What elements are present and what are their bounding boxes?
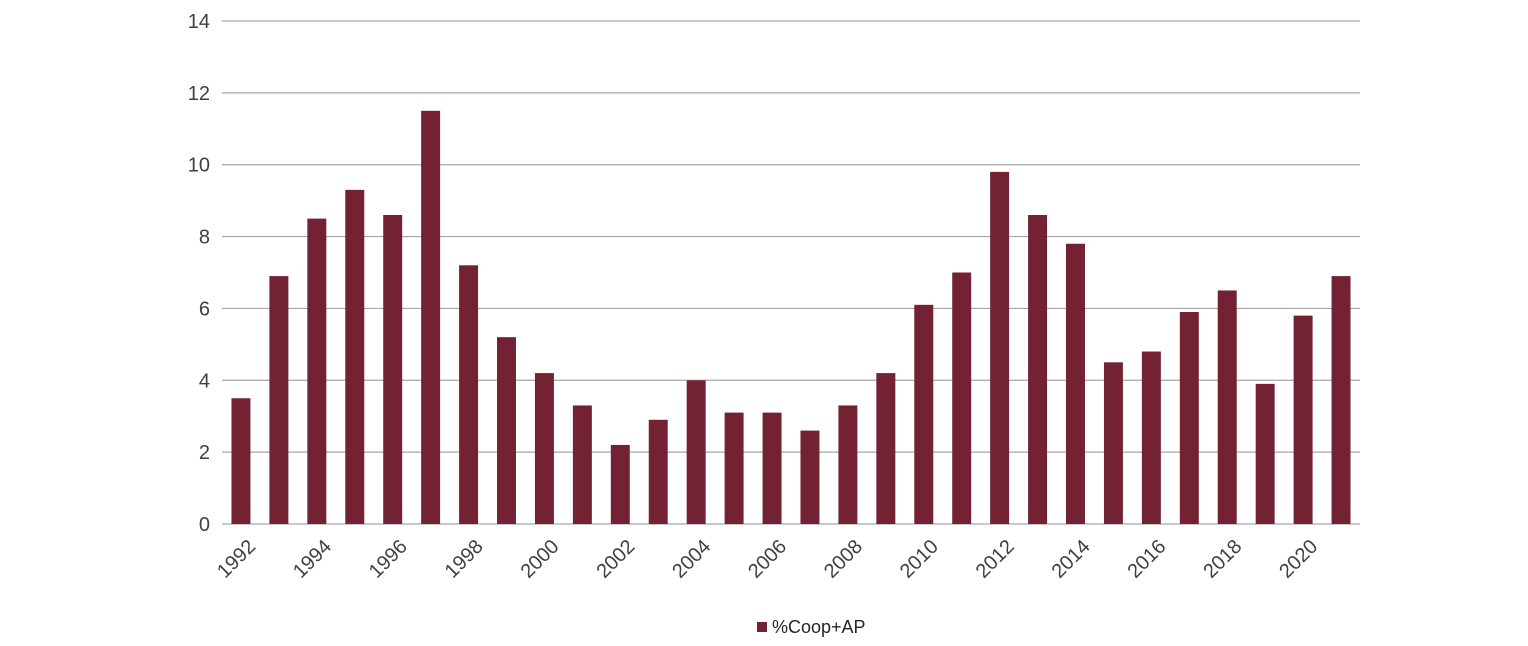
x-tick-label-2012: 2012 bbox=[972, 536, 1019, 583]
bar-2005 bbox=[724, 412, 744, 524]
bar-2015 bbox=[1103, 362, 1123, 524]
x-tick-label-2006: 2006 bbox=[744, 536, 791, 583]
bar-2002 bbox=[610, 444, 630, 524]
bar-2016 bbox=[1141, 351, 1161, 524]
bar-2006 bbox=[762, 412, 782, 524]
bar-2021 bbox=[1331, 276, 1351, 524]
bar-2012 bbox=[990, 171, 1010, 524]
bar-2003 bbox=[648, 419, 668, 524]
x-tick-label-2018: 2018 bbox=[1199, 536, 1246, 583]
bar-1994 bbox=[307, 218, 327, 524]
bar-1993 bbox=[269, 276, 289, 524]
y-tick-label: 4 bbox=[199, 370, 210, 392]
bar-2017 bbox=[1179, 312, 1199, 524]
x-axis-tick-labels: 1992 1994 1996 1998 2000 2002 2004 2006 2008 2010… bbox=[213, 536, 1322, 583]
x-tick-label-1994: 1994 bbox=[289, 536, 336, 583]
bar-1999 bbox=[497, 337, 516, 524]
bar-1998 bbox=[459, 265, 479, 524]
bar-2020 bbox=[1293, 315, 1313, 524]
x-tick-label-2010: 2010 bbox=[896, 536, 943, 583]
legend-swatch bbox=[757, 622, 767, 632]
x-tick-label-2002: 2002 bbox=[592, 536, 639, 583]
bar-1995 bbox=[345, 189, 365, 524]
bar-2014 bbox=[1066, 243, 1085, 524]
y-axis-tick-labels: 0 2 4 6 8 10 12 14 bbox=[188, 11, 210, 536]
y-tick-label: 14 bbox=[188, 11, 210, 33]
bar-2008 bbox=[838, 405, 858, 524]
bar-1992 bbox=[231, 398, 251, 524]
x-tick-label-2000: 2000 bbox=[517, 536, 564, 583]
x-tick-label-1998: 1998 bbox=[441, 536, 488, 583]
x-tick-label-2020: 2020 bbox=[1275, 536, 1322, 583]
bar-1996 bbox=[383, 215, 403, 524]
bar-1997 bbox=[421, 110, 441, 525]
legend: %Coop+AP bbox=[757, 617, 866, 637]
x-tick-label-1992: 1992 bbox=[213, 536, 260, 583]
x-tick-label-2014: 2014 bbox=[1048, 536, 1095, 583]
y-tick-label: 12 bbox=[188, 83, 210, 105]
bar-2001 bbox=[572, 405, 592, 524]
bar-2019 bbox=[1255, 383, 1275, 524]
x-tick-label-1996: 1996 bbox=[365, 536, 412, 583]
legend-label: %Coop+AP bbox=[772, 617, 866, 637]
bar-2013 bbox=[1028, 215, 1048, 524]
x-tick-label-2008: 2008 bbox=[820, 536, 867, 583]
bar-2018 bbox=[1217, 290, 1237, 524]
y-tick-label: 2 bbox=[199, 442, 210, 464]
bar-2007 bbox=[800, 430, 820, 524]
bar-series bbox=[231, 110, 1351, 525]
y-tick-label: 0 bbox=[199, 514, 210, 536]
y-tick-label: 8 bbox=[199, 227, 210, 249]
x-tick-label-2016: 2016 bbox=[1123, 536, 1170, 583]
bar-2011 bbox=[952, 272, 972, 524]
bar-2004 bbox=[686, 380, 706, 524]
y-tick-label: 6 bbox=[199, 298, 210, 320]
bar-2000 bbox=[534, 373, 554, 524]
bar-2009 bbox=[876, 373, 896, 524]
x-tick-label-2004: 2004 bbox=[668, 536, 715, 583]
y-tick-label: 10 bbox=[188, 155, 210, 177]
bar-2010 bbox=[914, 304, 934, 524]
gridlines bbox=[222, 20, 1360, 525]
